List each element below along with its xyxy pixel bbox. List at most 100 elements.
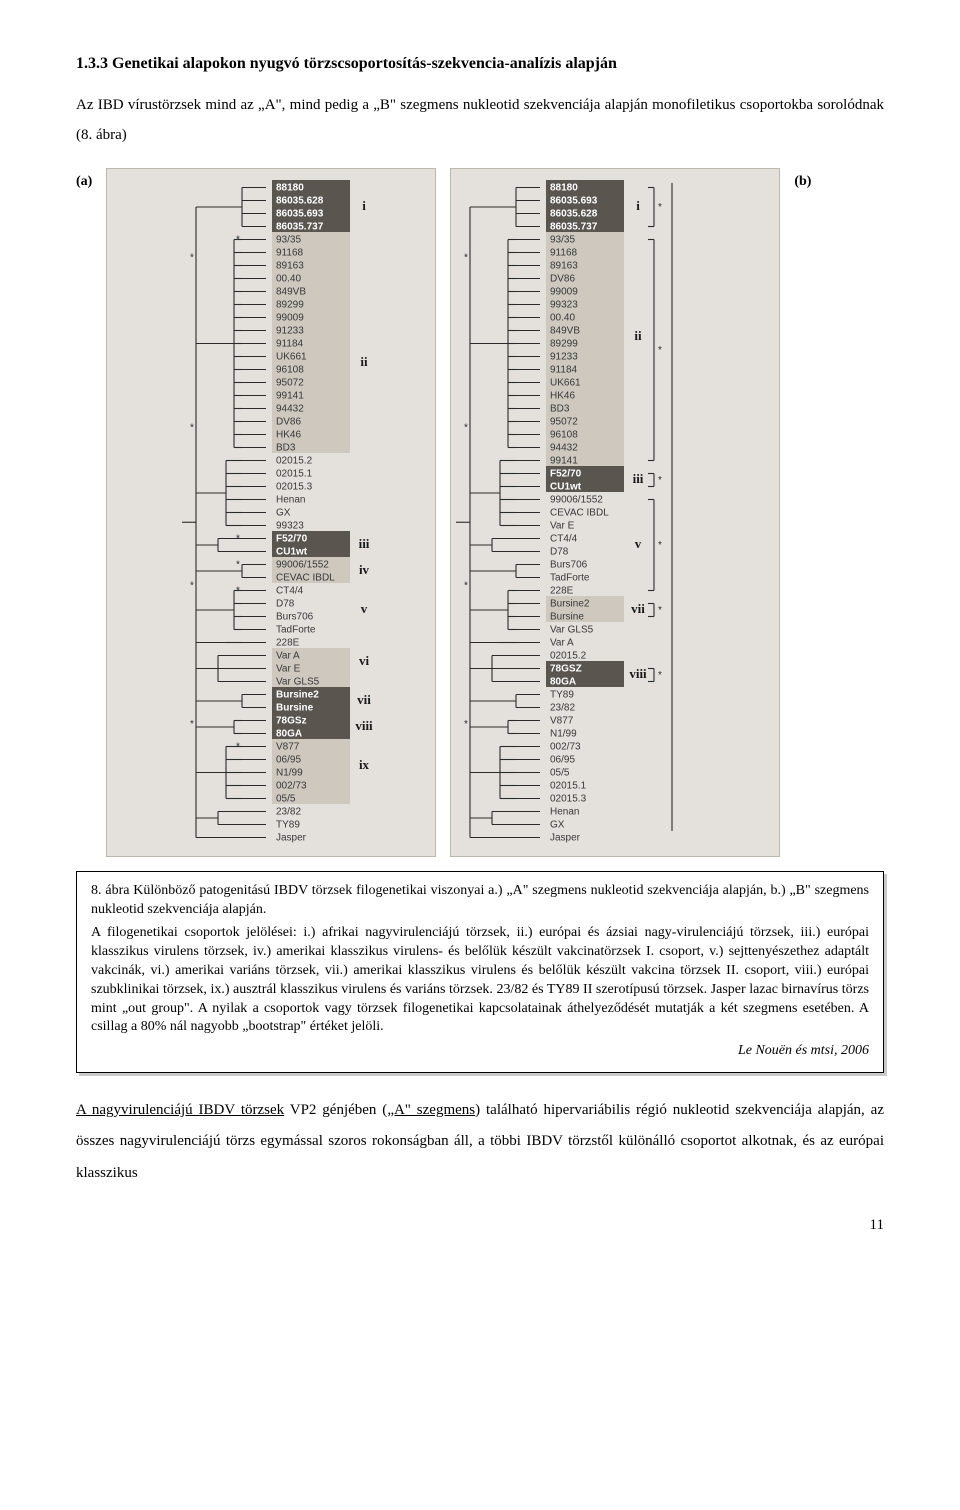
leaf-label: 91168 — [276, 248, 304, 259]
leaf-label: Henan — [276, 495, 305, 506]
leaf-label: 88180 — [550, 183, 578, 194]
leaf-label: F52/70 — [276, 534, 308, 545]
leaf-label: F52/70 — [550, 469, 582, 480]
leaf-label: 23/82 — [550, 703, 575, 714]
leaf-label: 228E — [550, 586, 574, 597]
leaf-label: 06/95 — [550, 755, 575, 766]
leaf-label: 89299 — [550, 339, 578, 350]
figure-8: (a) 8818086035.62886035.69386035.73793/3… — [76, 168, 884, 857]
leaf-label: 96108 — [550, 430, 578, 441]
leaf-label: 02015.3 — [276, 482, 313, 493]
svg-text:*: * — [464, 580, 468, 591]
leaf-label: GX — [276, 508, 291, 519]
svg-text:*: * — [190, 580, 194, 591]
leaf-label: HK46 — [276, 430, 301, 441]
svg-text:*: * — [464, 423, 468, 434]
leaf-label: 05/5 — [276, 794, 296, 805]
roman-group-label: iii — [633, 471, 644, 486]
leaf-label: 02015.2 — [550, 651, 587, 662]
leaf-label: CU1wt — [276, 547, 308, 558]
figure-caption-box: 8. ábra Különböző patogenitású IBDV törz… — [76, 871, 884, 1072]
leaf-label: TY89 — [276, 820, 300, 831]
leaf-label: Jasper — [276, 833, 307, 844]
caption-line-1: 8. ábra Különböző patogenitású IBDV törz… — [91, 882, 869, 920]
section-heading: 1.3.3 Genetikai alapokon nyugvó törzscso… — [76, 52, 884, 75]
svg-text:*: * — [190, 423, 194, 434]
leaf-label: TY89 — [550, 690, 574, 701]
leaf-label: Var A — [550, 638, 574, 649]
leaf-label: DV86 — [276, 417, 301, 428]
svg-text:*: * — [658, 345, 662, 356]
leaf-label: Var GLS5 — [276, 677, 320, 688]
leaf-label: 849VB — [550, 326, 580, 337]
leaf-label: 02015.1 — [550, 781, 587, 792]
leaf-label: TadForte — [550, 573, 590, 584]
leaf-label: 99323 — [550, 300, 578, 311]
leaf-label: 00.40 — [550, 313, 575, 324]
leaf-label: 78GSZ — [550, 664, 582, 675]
roman-group-label: ii — [635, 328, 643, 343]
tree-panel-a: 8818086035.62886035.69386035.73793/35*91… — [106, 168, 436, 857]
leaf-label: 80GA — [276, 729, 302, 740]
leaf-label: Var E — [550, 521, 575, 532]
caption-body: A filogenetikai csoportok jelölései: i.)… — [91, 924, 869, 1037]
svg-text:*: * — [658, 475, 662, 486]
body-u1: A nagyvirulenciájú IBDV törzsek — [76, 1102, 284, 1118]
leaf-label: 00.40 — [276, 274, 301, 285]
roman-group-label: iv — [359, 562, 370, 577]
leaf-label: 99141 — [276, 391, 304, 402]
leaf-label: 93/35 — [550, 235, 575, 246]
intro-paragraph: Az IBD vírustörzsek mind az „A", mind pe… — [76, 90, 884, 150]
leaf-label: Burs706 — [550, 560, 588, 571]
leaf-label: Henan — [550, 807, 579, 818]
roman-group-label: ii — [361, 354, 369, 369]
phylo-tree-a: 8818086035.62886035.69386035.73793/35*91… — [111, 175, 431, 850]
roman-group-label: v — [635, 536, 642, 551]
leaf-label: CEVAC IBDL — [550, 508, 609, 519]
leaf-label: 02015.3 — [550, 794, 587, 805]
caption-citation: Le Nouën és mtsi, 2006 — [91, 1041, 869, 1061]
leaf-label: UK661 — [276, 352, 307, 363]
leaf-label: Var GLS5 — [550, 625, 594, 636]
leaf-label: 95072 — [550, 417, 578, 428]
leaf-label: 91184 — [550, 365, 578, 376]
leaf-label: Burs706 — [276, 612, 314, 623]
leaf-label: 91233 — [550, 352, 578, 363]
leaf-label: 86035.628 — [276, 196, 324, 207]
leaf-label: 99006/1552 — [276, 560, 329, 571]
leaf-label: N1/99 — [550, 729, 577, 740]
roman-group-label: vii — [631, 601, 645, 616]
leaf-label: 02015.2 — [276, 456, 313, 467]
leaf-label: BD3 — [276, 443, 296, 454]
leaf-label: 94432 — [550, 443, 578, 454]
leaf-label: 99009 — [276, 313, 304, 324]
leaf-label: V877 — [550, 716, 574, 727]
leaf-label: BD3 — [550, 404, 570, 415]
leaf-label: CT4/4 — [276, 586, 304, 597]
leaf-label: 86035.737 — [276, 222, 324, 233]
leaf-label: Jasper — [550, 833, 581, 844]
leaf-label: 88180 — [276, 183, 304, 194]
leaf-label: 96108 — [276, 365, 304, 376]
roman-group-label: iii — [359, 536, 370, 551]
body-paragraph: A nagyvirulenciájú IBDV törzsek VP2 génj… — [76, 1095, 884, 1190]
leaf-label: 99141 — [550, 456, 578, 467]
leaf-label: N1/99 — [276, 768, 303, 779]
roman-group-label: ix — [359, 757, 370, 772]
leaf-label: 002/73 — [276, 781, 307, 792]
roman-group-label: vi — [359, 653, 370, 668]
leaf-label: 06/95 — [276, 755, 301, 766]
body-mid1: VP2 génjében ( — [284, 1102, 387, 1118]
leaf-label: 002/73 — [550, 742, 581, 753]
leaf-label: 80GA — [550, 677, 576, 688]
leaf-label: 89163 — [550, 261, 578, 272]
leaf-label: V877 — [276, 742, 300, 753]
leaf-label: UK661 — [550, 378, 581, 389]
leaf-label: CT4/4 — [550, 534, 578, 545]
svg-text:*: * — [658, 540, 662, 551]
leaf-label: 05/5 — [550, 768, 570, 779]
fig-number: 8. ábra — [91, 883, 129, 898]
tree-panel-b: 8818086035.69386035.62886035.73793/35911… — [450, 168, 780, 857]
leaf-label: DV86 — [550, 274, 575, 285]
roman-group-label: i — [363, 198, 367, 213]
